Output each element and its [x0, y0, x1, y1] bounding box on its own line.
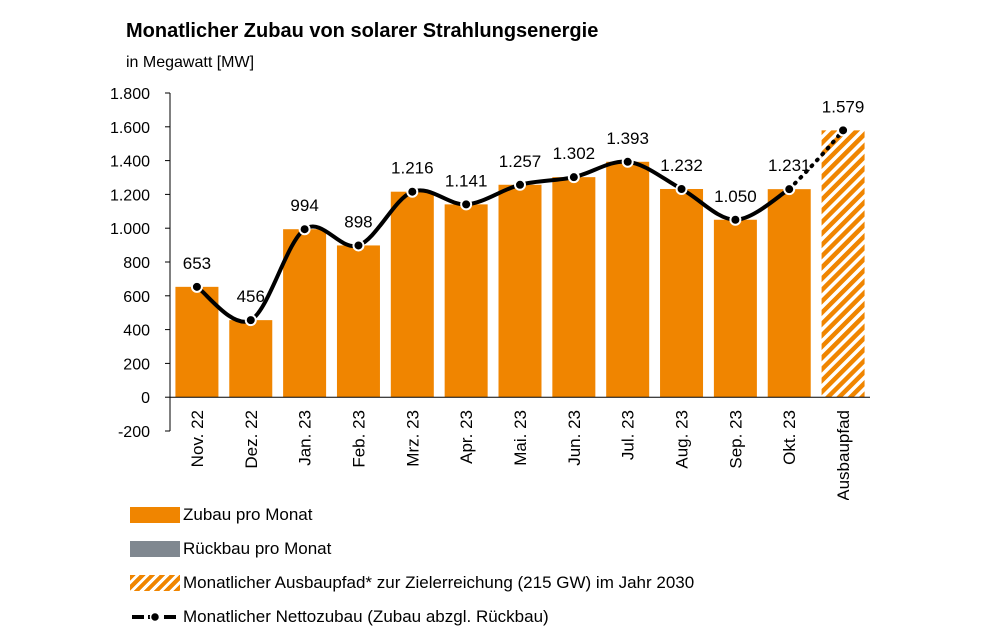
- legend-label-netto: Monatlicher Nettozubau (Zubau abzgl. Rüc…: [183, 607, 549, 626]
- net-point: [514, 178, 526, 191]
- bar-zubau: [336, 245, 380, 398]
- legend-label-zubau: Zubau pro Monat: [183, 505, 313, 524]
- data-label: 1.579: [822, 97, 865, 116]
- net-point: [190, 280, 203, 293]
- y-tick-label: 0: [141, 390, 150, 407]
- net-line: [190, 124, 850, 327]
- y-axis: -200 0 200 400 600 800 1.000 1.200 1.400 1.600 1.8…: [110, 86, 171, 441]
- y-tick-label: -200: [118, 424, 150, 441]
- y-tick-label: 800: [123, 255, 150, 272]
- legend-swatch-ausbaupfad: [130, 575, 180, 591]
- y-tick-label: 1.200: [110, 187, 150, 204]
- legend-item-zubau: Zubau pro Monat: [130, 498, 694, 532]
- net-point: [244, 314, 257, 327]
- bar-chart: -200 0 200 400 600 800 1.000 1.200 1.400 1.600 1.8…: [110, 86, 870, 500]
- data-label: 1.050: [714, 187, 757, 206]
- x-tick-label: Aug. 23: [673, 410, 692, 469]
- net-line-path: [195, 159, 791, 324]
- legend-label-ausbaupfad: Monatlicher Ausbaupfad* zur Zielerreichu…: [183, 573, 695, 592]
- net-point: [729, 213, 742, 226]
- net-point: [567, 171, 580, 184]
- y-tick-label: 1.400: [110, 154, 150, 171]
- data-label: 456: [237, 287, 265, 306]
- data-label: 1.232: [660, 156, 703, 175]
- x-tick-label: Ausbaupfad: [834, 410, 853, 500]
- legend-item-rueckbau: Rückbau pro Monat: [130, 532, 694, 566]
- data-labels: 653 456 994 898 1.216 1.141 1.257 1.302 1.393 1.2…: [183, 97, 865, 306]
- net-point: [298, 223, 311, 236]
- x-axis: Nov. 22 Dez. 22 Jan. 23 Feb. 23 Mrz. 23 Apr. …: [188, 410, 853, 500]
- x-tick-label: Dez. 22: [242, 410, 261, 469]
- x-tick-label: Apr. 23: [457, 410, 476, 464]
- data-label: 1.231: [768, 156, 811, 175]
- data-label: 1.257: [499, 152, 542, 171]
- x-tick-label: Jul. 23: [619, 410, 638, 460]
- data-label: 994: [290, 196, 318, 215]
- legend-swatch-zubau: [130, 507, 180, 523]
- x-tick-label: Okt. 23: [780, 410, 799, 465]
- bar-zubau: [283, 229, 327, 398]
- y-tick-label: 400: [123, 323, 150, 340]
- ausbaupfad-dotted-line: [787, 128, 846, 192]
- bars: [170, 130, 870, 398]
- bar-zubau: [498, 184, 542, 398]
- y-tick-label: 200: [123, 356, 150, 373]
- net-point: [675, 182, 688, 195]
- x-tick-label: Sep. 23: [726, 410, 745, 469]
- ausbaupfad-point: [837, 124, 850, 137]
- data-label: 898: [344, 212, 372, 231]
- y-tick-label: 600: [123, 289, 150, 306]
- data-label: 1.216: [391, 159, 434, 178]
- bar-ausbaupfad: [821, 130, 865, 398]
- bar-zubau: [229, 320, 273, 398]
- chart-subtitle: in Megawatt [MW]: [126, 54, 255, 71]
- data-label: 1.302: [553, 144, 596, 163]
- y-tick-label: 1.000: [110, 221, 150, 238]
- legend-swatch-rueckbau: [130, 541, 180, 557]
- data-label: 1.141: [445, 171, 488, 190]
- legend-item-ausbaupfad: Monatlicher Ausbaupfad* zur Zielerreichu…: [130, 566, 694, 600]
- legend: Zubau pro Monat Rückbau pro Monat Monatl…: [130, 498, 694, 634]
- net-point: [406, 185, 419, 198]
- y-tick-label: 1.800: [110, 86, 150, 103]
- bar-zubau: [767, 189, 811, 398]
- bar-zubau: [390, 191, 434, 398]
- legend-item-netto: Monatlicher Nettozubau (Zubau abzgl. Rüc…: [130, 600, 694, 634]
- y-tick-label: 1.600: [110, 120, 150, 137]
- x-tick-label: Jun. 23: [565, 410, 584, 466]
- x-tick-label: Mrz. 23: [403, 410, 422, 467]
- bar-zubau: [606, 161, 650, 398]
- net-point: [460, 198, 473, 211]
- bar-zubau: [444, 204, 488, 398]
- chart-title: Monatlicher Zubau von solarer Strahlungs…: [126, 20, 599, 42]
- bar-zubau: [175, 286, 219, 398]
- net-point: [352, 239, 365, 252]
- x-tick-label: Mai. 23: [511, 410, 530, 466]
- data-label: 653: [183, 254, 211, 273]
- bar-zubau: [660, 188, 704, 398]
- data-label: 1.393: [606, 129, 649, 148]
- net-point: [621, 155, 634, 168]
- legend-swatch-netto: [130, 609, 180, 625]
- legend-label-rueckbau: Rückbau pro Monat: [183, 539, 332, 558]
- x-tick-label: Feb. 23: [349, 410, 368, 468]
- bar-zubau: [713, 219, 757, 398]
- x-tick-label: Jan. 23: [296, 410, 315, 466]
- bar-zubau: [552, 177, 596, 398]
- x-tick-label: Nov. 22: [188, 410, 207, 467]
- net-point: [783, 183, 796, 196]
